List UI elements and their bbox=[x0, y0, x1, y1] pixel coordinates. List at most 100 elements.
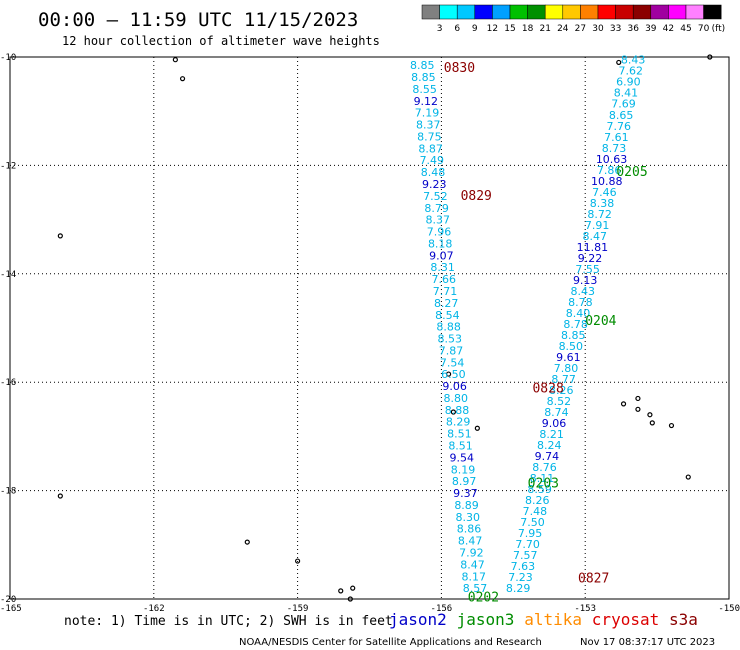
island-outline bbox=[172, 57, 178, 63]
wave-height-value: 7.95 bbox=[518, 527, 543, 540]
x-tick-label: -165 bbox=[0, 604, 22, 614]
wave-height-value: 8.87 bbox=[418, 142, 443, 155]
pass-time-label: 0203 bbox=[528, 476, 559, 491]
wave-height-value: 8.51 bbox=[448, 440, 473, 453]
legend-swatch bbox=[544, 4, 564, 20]
wave-height-value: 8.17 bbox=[462, 570, 487, 583]
legend-swatch bbox=[632, 4, 652, 20]
wave-height-value: 8.57 bbox=[463, 582, 488, 595]
wave-height-value: 8.43 bbox=[621, 54, 646, 67]
wave-height-value: 8.86 bbox=[457, 523, 482, 536]
legend-swatch bbox=[509, 4, 528, 20]
wave-height-value: 6.90 bbox=[616, 76, 641, 89]
wave-height-value: 8.26 bbox=[549, 384, 574, 397]
wave-height-value: 8.41 bbox=[614, 87, 639, 100]
satellite-name: cryosat bbox=[592, 610, 659, 629]
wave-height-value: 8.77 bbox=[551, 373, 576, 386]
legend-label: 42 bbox=[663, 24, 674, 34]
island-outline bbox=[647, 412, 653, 418]
wave-height-value: 8.29 bbox=[446, 416, 471, 429]
wave-height-value: 8.26 bbox=[525, 494, 550, 507]
x-tick-label: -162 bbox=[143, 604, 165, 614]
wave-height-value: 8.38 bbox=[590, 197, 615, 210]
wave-height-value: 7.63 bbox=[511, 560, 536, 573]
legend-swatch bbox=[474, 4, 493, 20]
pass-labels: 0830 0829 0828 0827 0205 0204 0203 0202 bbox=[444, 61, 648, 606]
legend-label: 70 bbox=[698, 24, 710, 34]
wave-height-value: 7.70 bbox=[515, 538, 540, 551]
wave-height-value: 6.50 bbox=[441, 368, 466, 381]
satellite-name: s3a bbox=[669, 610, 698, 629]
satellite-name: jason2 bbox=[389, 610, 447, 629]
wave-height-value: 7.86 bbox=[597, 164, 622, 177]
chart-title: 00:00 – 11:59 UTC 11/15/2023 bbox=[38, 9, 358, 31]
wave-height-value: 7.62 bbox=[618, 65, 643, 78]
wave-height-value: 7.91 bbox=[585, 219, 610, 232]
axis-ticks: -165 -162 -159 -156 -153 -150 -10 -12 -14 -16 -18 -… bbox=[0, 53, 740, 614]
wave-height-value: 8.37 bbox=[416, 119, 441, 132]
wave-height-value: 7.61 bbox=[604, 131, 629, 144]
legend-swatch bbox=[580, 4, 599, 20]
island-outline bbox=[244, 539, 250, 545]
island-outline bbox=[620, 401, 627, 407]
wave-height-value: 9.22 bbox=[578, 252, 603, 265]
wave-height-value: 9.13 bbox=[573, 274, 598, 287]
x-tick-label: -156 bbox=[431, 604, 453, 614]
wave-height-value: 8.59 bbox=[527, 483, 552, 496]
wave-height-value: 8.73 bbox=[602, 142, 627, 155]
legend-label: 24 bbox=[557, 24, 569, 34]
legend-label: 21 bbox=[539, 24, 550, 34]
wave-height-value: 7.69 bbox=[611, 98, 636, 111]
island-outline bbox=[347, 596, 353, 602]
wave-height-value: 7.19 bbox=[415, 107, 440, 120]
color-legend: 3 6 9 12 15 18 21 24 27 30 33 36 39 42 45 70 (ft) bbox=[421, 4, 725, 34]
legend-label: 36 bbox=[627, 24, 639, 34]
wave-height-value: 8.21 bbox=[539, 428, 564, 441]
wave-height-value: 7.57 bbox=[513, 549, 538, 562]
wave-height-value: 8.89 bbox=[454, 499, 479, 512]
island-outline bbox=[707, 54, 713, 60]
wave-height-value: 8.37 bbox=[426, 214, 451, 227]
satellite-tracks: 8.858.858.559.127.198.378.758.877.498.48… bbox=[410, 54, 645, 595]
wave-height-value: 8.19 bbox=[451, 463, 476, 476]
island-outline bbox=[445, 371, 452, 377]
legend-label: 45 bbox=[680, 24, 691, 34]
pass-time-label: 0205 bbox=[616, 165, 647, 180]
chart-subtitle: 12 hour collection of altimeter wave hei… bbox=[62, 34, 380, 48]
y-tick-label: -18 bbox=[0, 487, 16, 497]
island-outline bbox=[179, 76, 186, 82]
wave-height-value: 8.78 bbox=[568, 296, 593, 309]
wave-height-value: 7.48 bbox=[523, 505, 548, 518]
wave-height-value: 8.47 bbox=[458, 535, 483, 548]
wave-height-value: 7.80 bbox=[554, 362, 579, 375]
wave-height-value: 8.43 bbox=[571, 285, 596, 298]
wave-height-value: 9.07 bbox=[429, 249, 454, 262]
map-frame bbox=[9, 56, 730, 600]
wave-height-value: 7.96 bbox=[427, 226, 452, 239]
satellite-legend: jason2 jason3 altika cryosat s3a bbox=[389, 610, 698, 629]
y-tick-label: -10 bbox=[0, 53, 16, 63]
legend-label: 9 bbox=[472, 24, 478, 34]
y-tick-label: -14 bbox=[0, 270, 16, 280]
wave-height-value: 8.85 bbox=[411, 71, 436, 84]
wave-height-value: 9.54 bbox=[450, 451, 475, 464]
x-tick-label: -153 bbox=[574, 604, 596, 614]
wave-height-value: 8.88 bbox=[436, 321, 461, 334]
wave-height-value: 7.71 bbox=[433, 285, 458, 298]
wave-height-value: 8.11 bbox=[530, 472, 555, 485]
island-outline bbox=[616, 59, 622, 66]
satellite-name: jason3 bbox=[457, 610, 515, 629]
pass-time-label: 0830 bbox=[444, 61, 475, 76]
island-outline bbox=[450, 409, 456, 415]
legend-label: 27 bbox=[575, 24, 586, 34]
wave-height-value: 9.23 bbox=[422, 178, 447, 191]
wave-height-value: 8.27 bbox=[434, 297, 459, 310]
wave-height-value: 8.75 bbox=[417, 130, 442, 143]
legend-swatch bbox=[615, 4, 634, 20]
wave-height-value: 8.54 bbox=[435, 309, 460, 322]
wave-height-value: 8.50 bbox=[559, 340, 584, 353]
island-outline bbox=[685, 474, 691, 480]
satellite-name: altika bbox=[524, 610, 582, 629]
island-outline bbox=[295, 558, 301, 564]
wave-height-value: 8.79 bbox=[424, 202, 449, 215]
